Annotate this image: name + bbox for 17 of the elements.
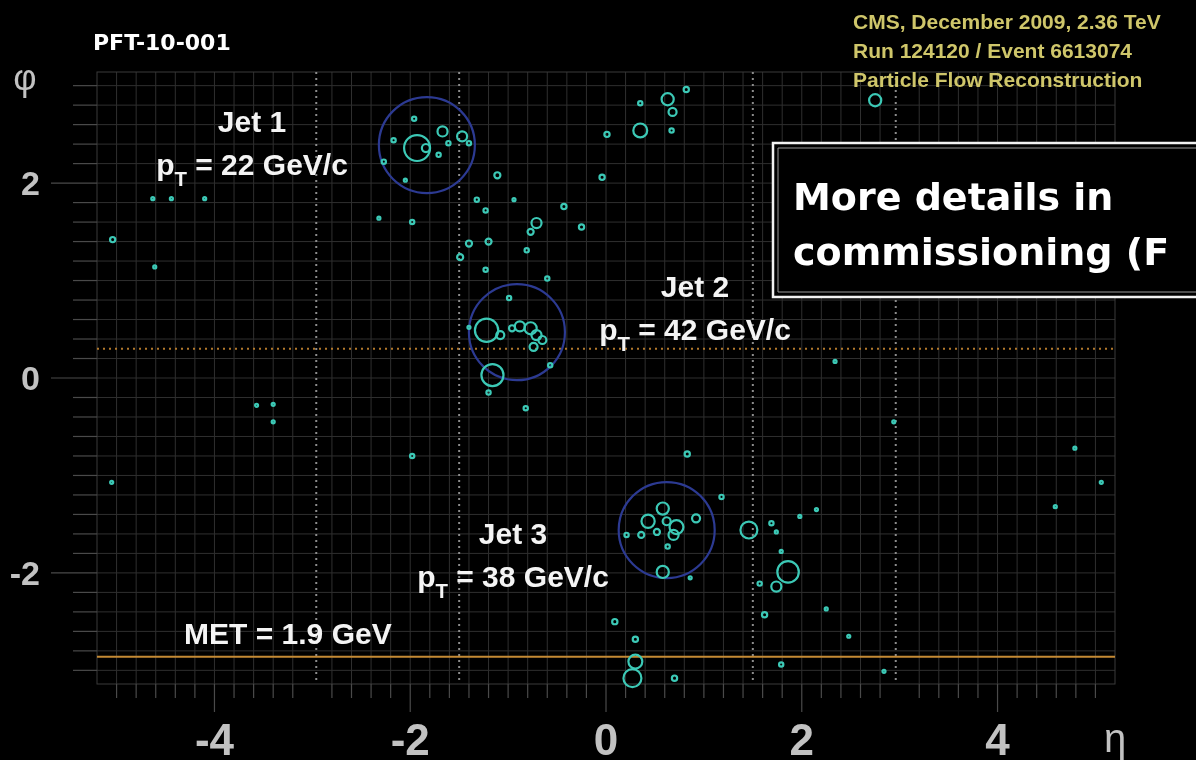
y-axis-title: φ bbox=[13, 57, 37, 98]
text: Jet 2 p$_{T}$ = 42 GeV/c bbox=[599, 269, 791, 355]
x-tick-label: -4 bbox=[194, 715, 235, 760]
chart-subtitle: CMS, December 2009, 2.36 TeV Run 124120 / Event 6613074 Particle Flow Reconstruction bbox=[853, 10, 1161, 91]
y-tick-label: -2 bbox=[9, 553, 40, 592]
annotation: MET = 1.9 GeV bbox=[184, 616, 392, 650]
x-tick-label: 2 bbox=[789, 715, 815, 760]
x-tick-label: -2 bbox=[390, 715, 430, 760]
text: Jet 1 p$_{T}$ = 22 GeV/c bbox=[156, 104, 348, 190]
y-tick-label: 0 bbox=[21, 359, 40, 397]
x-tick-label: 4 bbox=[985, 715, 1011, 760]
text: Jet 3 p$_{T}$ = 38 GeV/c bbox=[417, 517, 609, 602]
y-tick-label: 2 bbox=[21, 164, 40, 203]
annotation: More details in commissioning (F bbox=[793, 175, 1170, 274]
x-tick-label: 0 bbox=[593, 715, 619, 760]
x-axis-title: η bbox=[1103, 716, 1127, 760]
chart-title: PFT-10-001 bbox=[93, 30, 231, 55]
